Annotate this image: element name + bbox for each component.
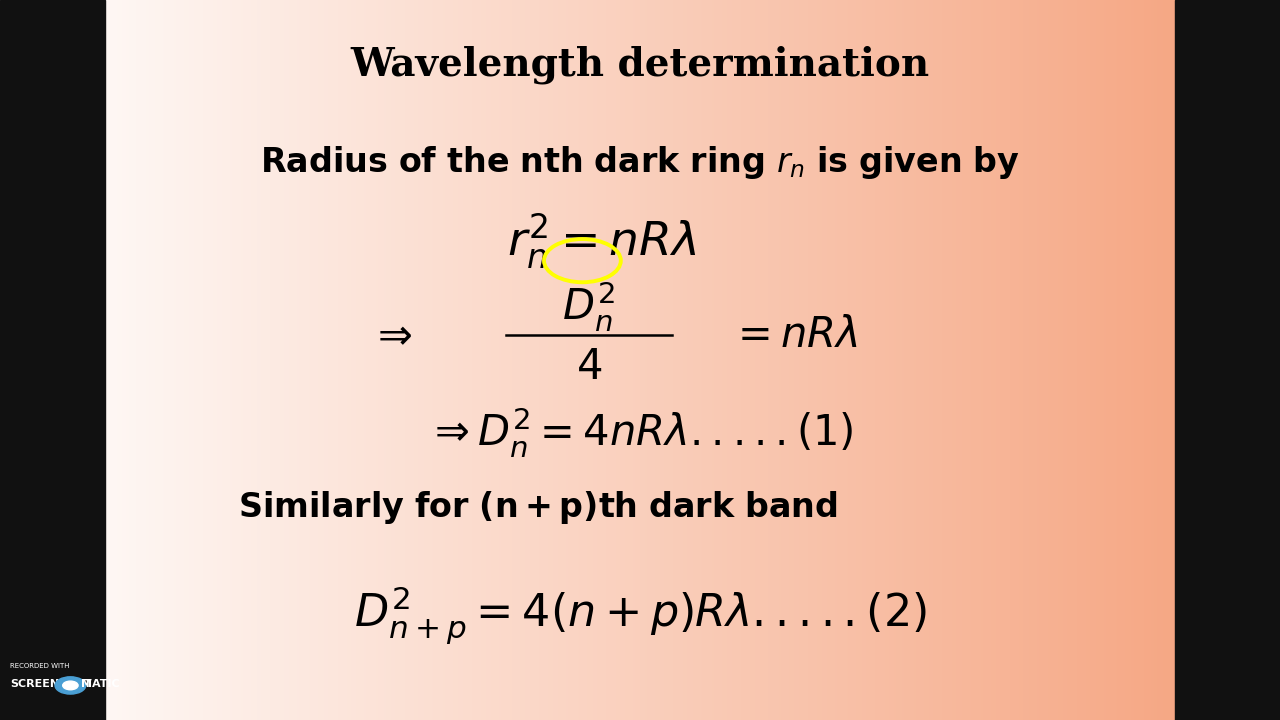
Text: $\mathbf{Radius\ of\ the\ nth\ dark\ ring\ }r_n\mathbf{\ is\ given\ by}$: $\mathbf{Radius\ of\ the\ nth\ dark\ rin…: [260, 143, 1020, 181]
Text: MATIC: MATIC: [81, 679, 119, 689]
Text: $\Rightarrow$: $\Rightarrow$: [369, 314, 412, 356]
Circle shape: [55, 677, 86, 694]
Text: $D_{n+p}^2 = 4(n + p)R\lambda.....(2)$: $D_{n+p}^2 = 4(n + p)R\lambda.....(2)$: [353, 585, 927, 647]
Text: $r_n^2 = nR\lambda$: $r_n^2 = nR\lambda$: [507, 212, 696, 271]
Text: RECORDED WITH: RECORDED WITH: [10, 663, 69, 669]
Text: $\mathbf{Similarly\ for\ (n+p)th\ dark\ band}$: $\mathbf{Similarly\ for\ (n+p)th\ dark\ …: [238, 489, 837, 526]
Bar: [1175, 0, 1280, 720]
Circle shape: [63, 681, 78, 690]
Text: $4$: $4$: [576, 346, 602, 388]
Text: SCREENCAST: SCREENCAST: [10, 679, 92, 689]
Text: $= nR\lambda$: $= nR\lambda$: [730, 314, 858, 356]
Text: $D_n^2$: $D_n^2$: [562, 279, 616, 333]
Text: Wavelength determination: Wavelength determination: [351, 45, 929, 84]
Bar: [0, 0, 105, 720]
Text: $\Rightarrow D_n^2 = 4nR\lambda.....(1)$: $\Rightarrow D_n^2 = 4nR\lambda.....(1)$: [426, 405, 854, 459]
